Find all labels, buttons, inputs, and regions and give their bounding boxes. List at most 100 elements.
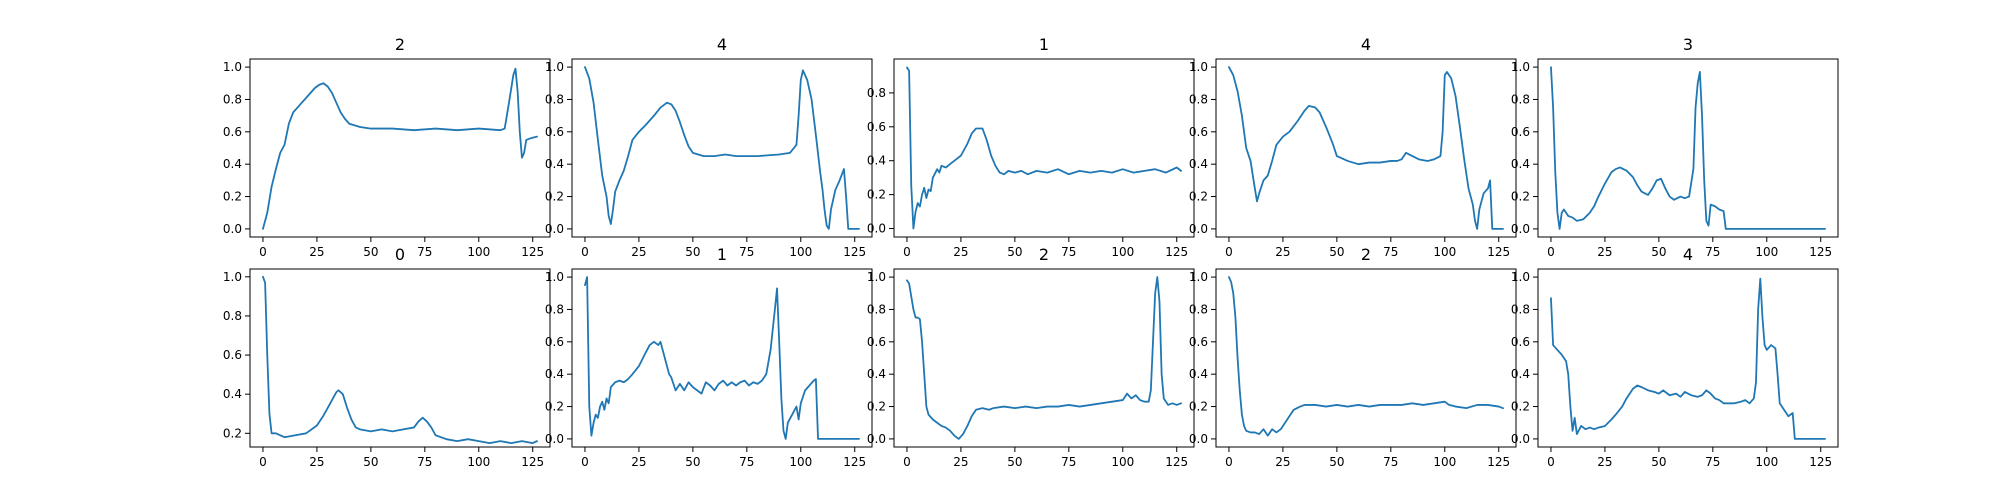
x-tick-label: 75: [1705, 245, 1720, 259]
x-tick-label: 125: [843, 455, 866, 469]
x-tick-label: 0: [259, 245, 267, 259]
subplot-title: 1: [717, 245, 727, 264]
y-tick-label: 1.0: [545, 270, 564, 284]
x-tick-label: 0: [581, 455, 589, 469]
axes-frame: [249, 268, 551, 448]
data-series-line: [584, 276, 860, 440]
data-series-line: [1228, 66, 1504, 230]
y-tick-label: 1.0: [1189, 270, 1208, 284]
x-tick-label: 75: [739, 245, 754, 259]
y-tick-label: 0.2: [545, 190, 564, 204]
y-tick-label: 0.2: [545, 400, 564, 414]
x-tick-label: 50: [363, 455, 378, 469]
y-tick-label: 0.8: [223, 92, 242, 106]
x-tick-label: 125: [1487, 245, 1510, 259]
y-tick-label: 0.0: [223, 222, 242, 236]
y-tick-label: 0.6: [867, 335, 886, 349]
x-tick-label: 100: [1111, 245, 1134, 259]
subplot-title: 2: [1361, 245, 1371, 264]
x-tick-label: 125: [521, 245, 544, 259]
subplot-title: 2: [395, 35, 405, 54]
x-tick-label: 25: [953, 455, 968, 469]
x-tick-label: 100: [467, 245, 490, 259]
y-tick-label: 1.0: [1511, 270, 1530, 284]
y-tick-label: 0.2: [867, 400, 886, 414]
y-tick-label: 0.0: [1189, 432, 1208, 446]
y-tick-label: 0.6: [545, 125, 564, 139]
x-tick-label: 50: [363, 245, 378, 259]
axes-frame: [571, 268, 873, 448]
x-tick-label: 125: [521, 455, 544, 469]
data-series-line: [584, 66, 860, 230]
y-tick-label: 0.6: [867, 120, 886, 134]
x-tick-label: 125: [1165, 455, 1188, 469]
subplot-8: 2 0 25 50 75 100 125 0.0 0.2 0.4 0.6 0.8 1.0: [867, 245, 1195, 469]
y-tick-label: 0.8: [545, 92, 564, 106]
y-tick-label: 0.2: [1511, 190, 1530, 204]
x-tick-label: 0: [581, 245, 589, 259]
subplot-2: 4 0 25 50 75 100 125 0.0 0.2 0.4 0.6 0.8 1.0: [545, 35, 873, 259]
y-tick-label: 0.0: [545, 432, 564, 446]
y-tick-label: 0.4: [867, 367, 886, 381]
x-tick-label: 0: [903, 245, 911, 259]
axes-frame: [1537, 58, 1839, 238]
axes-frame: [571, 58, 873, 238]
y-tick-label: 0.6: [1511, 335, 1530, 349]
data-series-line: [1550, 66, 1826, 230]
x-tick-label: 25: [309, 245, 324, 259]
x-tick-label: 100: [467, 455, 490, 469]
x-tick-label: 50: [1651, 245, 1666, 259]
y-tick-label: 0.4: [1189, 367, 1208, 381]
y-tick-label: 0.4: [867, 154, 886, 168]
x-tick-label: 75: [417, 455, 432, 469]
x-tick-label: 100: [1433, 245, 1456, 259]
x-tick-label: 50: [1007, 245, 1022, 259]
y-tick-label: 0.4: [1189, 157, 1208, 171]
x-tick-label: 100: [1433, 455, 1456, 469]
axes-frame: [1537, 268, 1839, 448]
y-tick-label: 0.0: [545, 222, 564, 236]
y-tick-label: 0.8: [545, 302, 564, 316]
y-tick-label: 0.4: [1511, 157, 1530, 171]
subplot-4: 4 0 25 50 75 100 125 0.0 0.2 0.4 0.6 0.8 1.0: [1189, 35, 1517, 259]
y-tick-label: 0.4: [545, 157, 564, 171]
x-tick-label: 50: [1007, 455, 1022, 469]
data-series-line: [1228, 276, 1504, 437]
subplot-3: 1 0 25 50 75 100 125 0.0 0.2 0.4 0.6 0.8: [867, 35, 1195, 259]
x-tick-label: 100: [789, 455, 812, 469]
x-tick-label: 25: [1597, 455, 1612, 469]
y-tick-label: 0.4: [223, 387, 242, 401]
x-tick-label: 125: [1165, 245, 1188, 259]
y-tick-label: 0.4: [223, 157, 242, 171]
x-tick-label: 75: [1383, 245, 1398, 259]
data-series-line: [906, 66, 1182, 230]
x-tick-label: 25: [953, 245, 968, 259]
x-tick-label: 25: [631, 455, 646, 469]
x-tick-label: 100: [1755, 455, 1778, 469]
x-tick-label: 0: [1225, 455, 1233, 469]
x-tick-label: 25: [1597, 245, 1612, 259]
y-tick-label: 1.0: [1189, 60, 1208, 74]
y-tick-label: 0.2: [223, 426, 242, 440]
x-tick-label: 125: [1809, 455, 1832, 469]
subplot-5: 3 0 25 50 75 100 125 0.0 0.2 0.4 0.6 0.8 1.0: [1511, 35, 1839, 259]
x-tick-label: 25: [631, 245, 646, 259]
y-tick-label: 0.2: [1189, 400, 1208, 414]
x-tick-label: 100: [1111, 455, 1134, 469]
y-tick-label: 0.8: [223, 309, 242, 323]
subplot-7: 1 0 25 50 75 100 125 0.0 0.2 0.4 0.6 0.8 1.0: [545, 245, 873, 469]
x-tick-label: 25: [1275, 245, 1290, 259]
y-tick-label: 0.6: [1511, 125, 1530, 139]
y-tick-label: 0.6: [223, 348, 242, 362]
axes-frame: [1215, 58, 1517, 238]
y-tick-label: 1.0: [223, 270, 242, 284]
y-tick-label: 0.6: [223, 125, 242, 139]
subplot-title: 4: [1683, 245, 1693, 264]
x-tick-label: 100: [789, 245, 812, 259]
subplot-1: 2 0 25 50 75 100 125 0.0 0.2 0.4 0.6 0.8 1.0: [223, 35, 551, 259]
x-tick-label: 75: [1705, 455, 1720, 469]
x-tick-label: 50: [685, 455, 700, 469]
data-series-line: [262, 275, 538, 444]
